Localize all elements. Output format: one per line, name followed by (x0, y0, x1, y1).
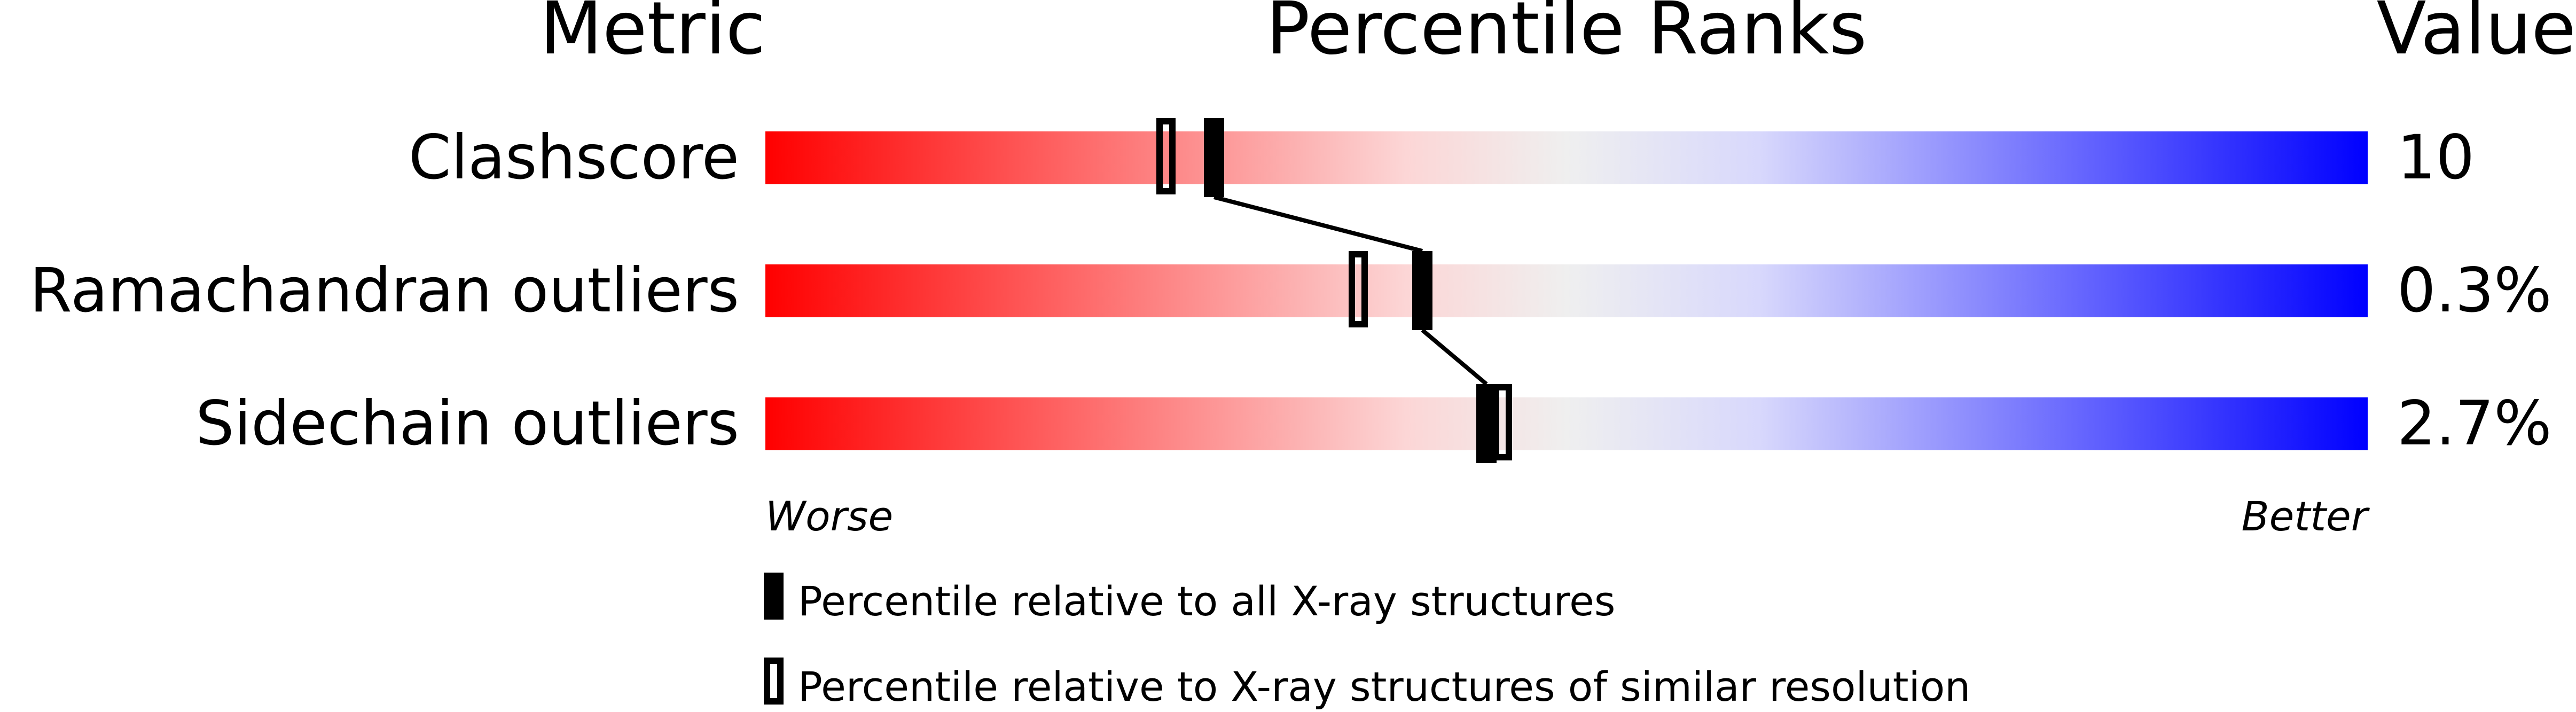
metric-label: Ramachandran outliers (29, 255, 739, 326)
metric-value: 0.3% (2397, 255, 2552, 326)
metric-label: Clashscore (409, 122, 739, 193)
axis-better-label: Better (2242, 492, 2370, 540)
legend-label-similar: Percentile relative to X-ray structures … (798, 663, 1970, 710)
connector-line (1421, 328, 1488, 386)
percentile-bar (765, 131, 2368, 184)
marker-similar-resolution (1156, 118, 1176, 194)
header-value: Value (2377, 0, 2576, 71)
metric-value: 2.7% (2397, 388, 2552, 459)
marker-all-structures (1412, 251, 1432, 330)
metric-label: Sidechain outliers (195, 388, 739, 459)
marker-similar-resolution (1349, 251, 1368, 327)
percentile-bar (765, 264, 2368, 317)
marker-all-structures (1476, 384, 1497, 463)
percentile-bar (765, 397, 2368, 450)
header-percentile-ranks: Percentile Ranks (1266, 0, 1867, 71)
legend-label-all: Percentile relative to all X-ray structu… (798, 577, 1616, 625)
legend-hollow-marker-icon (764, 658, 784, 705)
connector-line (1213, 195, 1423, 253)
axis-worse-label: Worse (765, 492, 893, 540)
legend-filled-marker-icon (764, 573, 784, 620)
marker-all-structures (1204, 118, 1224, 197)
header-metric: Metric (540, 0, 766, 71)
metric-value: 10 (2397, 122, 2475, 193)
